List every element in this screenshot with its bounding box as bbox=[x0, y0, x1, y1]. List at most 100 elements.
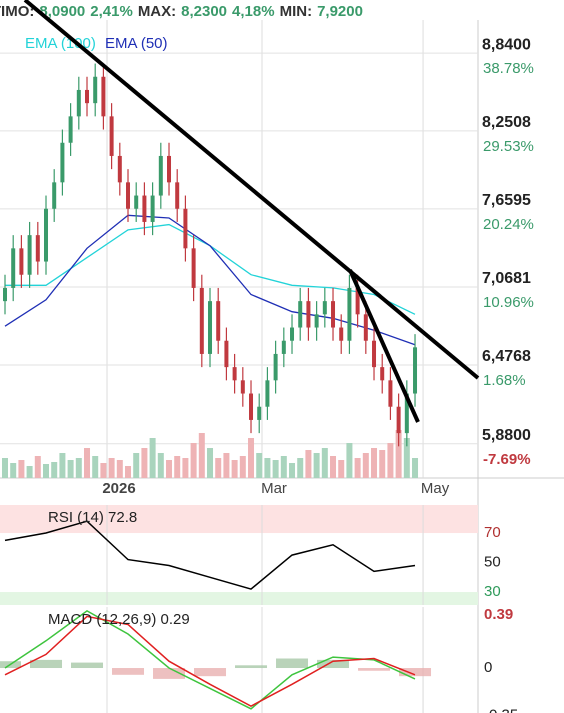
volume-bar bbox=[166, 460, 173, 478]
candle-body bbox=[388, 380, 393, 407]
header-value: 8,2300 bbox=[181, 3, 227, 20]
volume-bar bbox=[75, 458, 82, 478]
candle-body bbox=[208, 301, 213, 354]
volume-bar bbox=[190, 443, 197, 478]
candle-body bbox=[298, 301, 303, 328]
candle-body bbox=[183, 208, 188, 249]
volume-bar bbox=[379, 450, 386, 478]
x-tick-label: May bbox=[421, 480, 450, 497]
volume-bar bbox=[100, 463, 107, 478]
volume-bar bbox=[215, 458, 222, 478]
candle-body bbox=[281, 340, 286, 354]
header-change: 2,41% bbox=[90, 3, 133, 20]
trend-line bbox=[348, 269, 420, 423]
candle-body bbox=[380, 367, 385, 381]
volume-bar bbox=[346, 443, 353, 478]
y2-tick-label: 29.53% bbox=[483, 138, 534, 155]
volume-bar bbox=[133, 453, 140, 478]
volume-bar bbox=[338, 460, 345, 478]
volume-bar bbox=[18, 460, 25, 478]
volume-bar bbox=[371, 448, 378, 478]
volume-bar bbox=[174, 456, 181, 478]
y-tick-label: 6,4768 bbox=[482, 348, 531, 365]
candle-body bbox=[19, 248, 24, 275]
volume-bar bbox=[149, 438, 156, 478]
header-value: 7,9200 bbox=[317, 3, 363, 20]
candle-body bbox=[257, 406, 262, 420]
y-tick-label: 7,0681 bbox=[482, 270, 531, 287]
overbought-zone bbox=[0, 505, 478, 534]
y-tick-label: 50 bbox=[484, 553, 501, 570]
panel-title: RSI (14) 72.8 bbox=[48, 509, 137, 526]
y-tick-label: -0.35 bbox=[484, 707, 518, 713]
ema-line bbox=[4, 214, 416, 346]
volume-bar bbox=[412, 458, 419, 478]
header-change: 4,18% bbox=[232, 3, 275, 20]
histogram-bar bbox=[194, 668, 227, 677]
volume-bar bbox=[362, 453, 369, 478]
y2-tick-label: -7.69% bbox=[483, 451, 531, 468]
volume-bar bbox=[248, 438, 255, 478]
y-tick-label: 8,2508 bbox=[482, 114, 531, 131]
marks: 2026 Mar May 8,8400 8,2508 7,6595 7,0681 6,4768… bbox=[0, 3, 564, 713]
candle-body bbox=[158, 155, 163, 196]
x-tick-label: 2026 bbox=[102, 480, 135, 497]
volume-bar bbox=[26, 466, 33, 478]
volume-bar bbox=[157, 453, 164, 478]
volume-bar bbox=[198, 433, 205, 478]
volume-bar bbox=[141, 448, 148, 478]
candle-body bbox=[85, 89, 90, 104]
candle-body bbox=[11, 248, 16, 288]
candle-body bbox=[101, 76, 106, 117]
candle-body bbox=[199, 287, 204, 354]
histogram-bar bbox=[71, 662, 104, 669]
volume-bar bbox=[2, 458, 9, 478]
legend-entry: EMA (100) bbox=[25, 35, 96, 52]
volume-bar bbox=[108, 458, 115, 478]
volume-bar bbox=[354, 458, 361, 478]
volume-bar bbox=[321, 448, 328, 478]
candle-body bbox=[175, 182, 180, 209]
volume-bar bbox=[223, 453, 230, 478]
candle-body bbox=[413, 347, 418, 394]
y2-tick-label: 38.78% bbox=[483, 60, 534, 77]
y-tick-label: 0.39 bbox=[484, 606, 513, 623]
volume-bar bbox=[231, 460, 238, 478]
volume-bar bbox=[297, 458, 304, 478]
candle-body bbox=[273, 353, 278, 381]
panel-title: MACD (12,26,9) 0.29 bbox=[48, 611, 190, 628]
histogram-bar bbox=[276, 658, 309, 669]
header-value: 8,0900 bbox=[39, 3, 85, 20]
volume-bar bbox=[305, 450, 312, 478]
candle-body bbox=[191, 248, 196, 288]
indicator-line bbox=[4, 615, 416, 707]
y-tick-label: 7,6595 bbox=[482, 192, 531, 209]
candle-body bbox=[60, 142, 65, 183]
candle-body bbox=[404, 393, 409, 434]
volume-bar bbox=[280, 456, 287, 478]
histogram-bar bbox=[30, 659, 63, 669]
candle-body bbox=[290, 327, 295, 341]
volume-bar bbox=[34, 456, 41, 478]
candle-body bbox=[322, 301, 327, 315]
legend-entry: EMA (50) bbox=[105, 35, 168, 52]
candle-body bbox=[363, 314, 368, 341]
volume-bar bbox=[239, 456, 246, 478]
trend-line bbox=[23, 0, 480, 380]
volume-bar bbox=[125, 466, 132, 478]
candle-body bbox=[396, 406, 401, 434]
indicator-line bbox=[4, 520, 416, 590]
candle-body bbox=[134, 195, 139, 209]
candle-body bbox=[240, 380, 245, 394]
volume-bar bbox=[92, 456, 99, 478]
volume-bar bbox=[387, 443, 394, 478]
indicator-line bbox=[4, 610, 416, 710]
candle-body bbox=[339, 327, 344, 341]
oversold-zone bbox=[0, 592, 478, 605]
volume-bar bbox=[67, 460, 74, 478]
candle-body bbox=[265, 380, 270, 407]
header-label: MAX: bbox=[138, 3, 176, 20]
y-tick-label: 0 bbox=[484, 659, 492, 676]
y-tick-label: 70 bbox=[484, 524, 501, 541]
candle-body bbox=[150, 195, 155, 222]
